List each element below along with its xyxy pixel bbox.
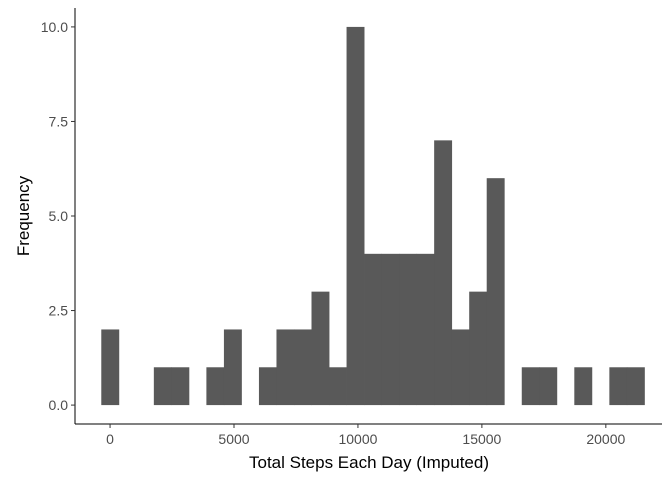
histogram-bar <box>539 367 558 406</box>
histogram-bar <box>329 367 347 406</box>
x-ticks-layer: 0 5000 10000 15000 20000 <box>106 424 626 447</box>
histogram-bar <box>399 253 418 406</box>
histogram-bar <box>101 329 120 406</box>
histogram-bar <box>206 367 225 406</box>
x-tick-label: 5000 <box>218 431 249 447</box>
histogram-bar <box>294 329 312 406</box>
y-tick-label: 7.5 <box>49 113 69 129</box>
histogram-bar <box>451 329 470 406</box>
histogram-bar <box>311 291 330 406</box>
histogram-bar <box>258 367 277 406</box>
y-tick-label: 10.0 <box>41 19 68 35</box>
x-tick-label: 0 <box>106 431 114 447</box>
bars-layer <box>101 26 645 406</box>
histogram-bar <box>609 367 628 406</box>
y-tick-label: 2.5 <box>49 303 69 319</box>
histogram-bar <box>153 367 172 406</box>
histogram-bar <box>416 253 435 406</box>
histogram-bar <box>223 329 242 406</box>
y-tick-label: 5.0 <box>49 208 69 224</box>
histogram-bar <box>171 367 190 406</box>
histogram-bar <box>381 253 400 406</box>
histogram-bar <box>364 253 383 406</box>
x-tick-label: 20000 <box>586 431 625 447</box>
histogram-bar <box>626 367 645 406</box>
y-ticks-layer: 0.0 2.5 5.0 7.5 10.0 <box>41 19 75 413</box>
histogram-bar <box>574 367 593 406</box>
x-tick-label: 10000 <box>338 431 377 447</box>
x-tick-label: 15000 <box>462 431 501 447</box>
histogram-bar <box>346 26 365 406</box>
histogram-bar <box>469 291 488 406</box>
histogram-bar <box>276 329 295 406</box>
histogram-bar <box>486 178 505 406</box>
y-axis-title: Frequency <box>14 175 33 256</box>
histogram-bar <box>434 140 453 406</box>
histogram-bar <box>521 367 540 406</box>
y-tick-label: 0.0 <box>49 397 69 413</box>
x-axis-title: Total Steps Each Day (Imputed) <box>249 453 489 472</box>
